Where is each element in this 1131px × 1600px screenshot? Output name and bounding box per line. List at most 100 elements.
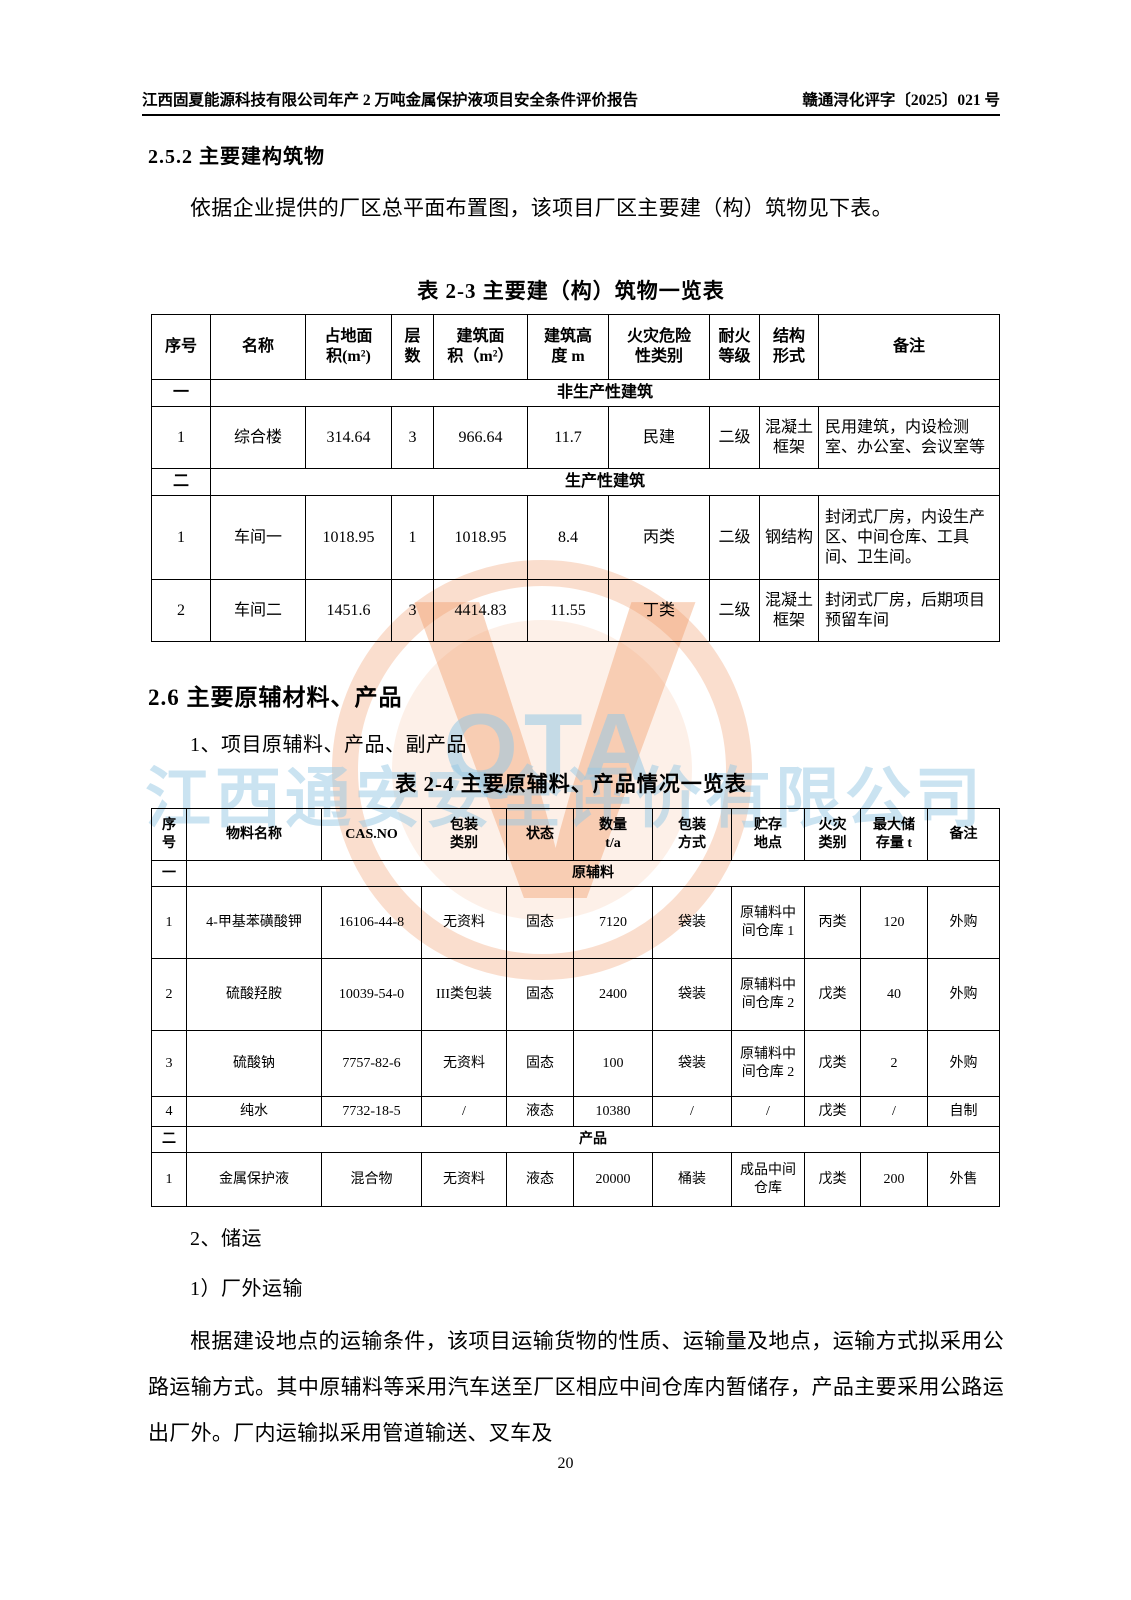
cell-remark: 外购 [927,958,1000,1031]
cell-fire-class: 戊类 [804,958,861,1031]
cell-material: 硫酸钠 [186,1030,322,1097]
cell-qty: 7120 [573,886,653,959]
cell-fire-rating: 二级 [709,495,760,580]
heading-2-6: 2.6 主要原辅材料、产品 [148,685,403,710]
cell-pack-type: 无资料 [421,1152,507,1207]
cell-state: 固态 [506,958,574,1031]
cell-fire-rating: 二级 [709,406,760,469]
cell-cas: 混合物 [321,1152,422,1207]
cell-storage: 原辅料中间仓库 2 [731,1030,805,1097]
cell-no: 2 [151,958,187,1031]
paragraph-transport: 根据建设地点的运输条件，该项目运输货物的性质、运输量及地点，运输方式拟采用公路运… [148,1329,1004,1445]
th-serial: 序号 [151,314,211,380]
cell-no: 1 [151,1152,187,1207]
th-storage-location: 贮存 地点 [731,808,805,861]
cell-no: 1 [151,406,211,469]
running-header: 江西固夏能源科技有限公司年产 2 万吨金属保护液项目安全条件评价报告 赣通浔化评… [142,88,1000,116]
cell-pack-type: III类包装 [421,958,507,1031]
header-report-title: 江西固夏能源科技有限公司年产 2 万吨金属保护液项目安全条件评价报告 [142,92,639,109]
table-2-3-group-row: 一 非生产性建筑 [151,379,1000,407]
cell-pack-type: 无资料 [421,886,507,959]
th-land-area: 占地面 积(m²) [305,314,392,380]
group-label: 生产性建筑 [210,468,1000,496]
table-row: 3 硫酸钠 7757-82-6 无资料 固态 100 袋装 原辅料中间仓库 2 … [151,1030,1000,1097]
cell-name: 综合楼 [210,406,306,469]
cell-fire-class: 丙类 [804,886,861,959]
cell-land-area: 1018.95 [305,495,392,580]
cell-max-storage: 120 [860,886,928,959]
th-remark: 备注 [818,314,1000,380]
cell-remark: 外购 [927,886,1000,959]
cell-pack-mode: 袋装 [652,1030,732,1097]
cell-land-area: 1451.6 [305,579,392,642]
cell-fire-risk: 丁类 [608,579,710,642]
cell-max-storage: 200 [860,1152,928,1207]
heading-2-5-2: 2.5.2 主要建构筑物 [148,146,325,168]
cell-qty: 10380 [573,1096,653,1127]
cell-pack-type: 无资料 [421,1030,507,1097]
header-document-number: 赣通浔化评字〔2025〕021 号 [802,92,1000,109]
table-row: 1 4-甲基苯磺酸钾 16106-44-8 无资料 固态 7120 袋装 原辅料… [151,886,1000,959]
table-2-3: 序号 名称 占地面 积(m²) 层数 建筑面 积（m²） 建筑高度 m 火灾危险 性类… [151,314,1000,642]
cell-remark: 封闭式厂房，内设生产区、中间仓库、工具间、卫生间。 [818,495,1000,580]
cell-state: 液态 [506,1152,574,1207]
cell-pack-mode: 桶装 [652,1152,732,1207]
th-material-name: 物料名称 [186,808,322,861]
cell-pack-mode: 袋装 [652,886,732,959]
group-label: 非生产性建筑 [210,379,1000,407]
cell-structure: 钢结构 [759,495,819,580]
cell-fire-class: 戊类 [804,1152,861,1207]
cell-pack-type: / [421,1096,507,1127]
cell-state: 液态 [506,1096,574,1127]
cell-material: 4-甲基苯磺酸钾 [186,886,322,959]
th-floors: 层数 [391,314,434,380]
cell-remark: 民用建筑，内设检测室、办公室、会议室等 [818,406,1000,469]
table-2-3-caption: 表 2-3 主要建（构）筑物一览表 [417,279,725,303]
cell-floors: 1 [391,495,434,580]
cell-height: 11.7 [527,406,609,469]
cell-structure: 混凝土框架 [759,579,819,642]
cell-pack-mode: / [652,1096,732,1127]
cell-build-area: 4414.83 [433,579,528,642]
cell-structure: 混凝土框架 [759,406,819,469]
th-structure: 结构 形式 [759,314,819,380]
th-fire-risk: 火灾危险 性类别 [608,314,710,380]
cell-cas: 7757-82-6 [321,1030,422,1097]
th-cas-no: CAS.NO [321,808,422,861]
th-name: 名称 [210,314,306,380]
cell-material: 金属保护液 [186,1152,322,1207]
table-2-3-header-row: 序号 名称 占地面 积(m²) 层数 建筑面 积（m²） 建筑高度 m 火灾危险 性类… [151,314,1000,380]
th-build-area: 建筑面 积（m²） [433,314,528,380]
cell-floors: 3 [391,406,434,469]
group-label: 产品 [186,1126,1000,1153]
cell-no: 4 [151,1096,187,1127]
group-label: 原辅料 [186,860,1000,887]
cell-name: 车间二 [210,579,306,642]
table-2-4: 序号 物料名称 CAS.NO 包装 类别 状态 数量 t/a 包装 方式 贮存 地点 火… [151,808,1000,1207]
group-index: 二 [151,1126,187,1153]
cell-max-storage: 2 [860,1030,928,1097]
table-2-4-caption: 表 2-4 主要原辅料、产品情况一览表 [395,772,747,796]
cell-build-area: 1018.95 [433,495,528,580]
cell-cas: 16106-44-8 [321,886,422,959]
th-state: 状态 [506,808,574,861]
cell-no: 1 [151,886,187,959]
group-index: 一 [151,860,187,887]
cell-cas: 10039-54-0 [321,958,422,1031]
cell-land-area: 314.64 [305,406,392,469]
cell-fire-class: 戊类 [804,1030,861,1097]
th-fire-rating: 耐火 等级 [709,314,760,380]
cell-remark: 外购 [927,1030,1000,1097]
table-2-4-group-row: 二 产品 [151,1126,1000,1153]
th-pack-mode: 包装 方式 [652,808,732,861]
cell-name: 车间一 [210,495,306,580]
th-pack-type: 包装 类别 [421,808,507,861]
th-remark: 备注 [927,808,1000,861]
cell-max-storage: 40 [860,958,928,1031]
cell-fire-class: 戊类 [804,1096,861,1127]
cell-qty: 100 [573,1030,653,1097]
table-row: 1 综合楼 314.64 3 966.64 11.7 民建 二级 混凝土框架 民… [151,406,1000,469]
cell-state: 固态 [506,886,574,959]
cell-storage: 原辅料中间仓库 1 [731,886,805,959]
table-2-3-group-row: 二 生产性建筑 [151,468,1000,496]
